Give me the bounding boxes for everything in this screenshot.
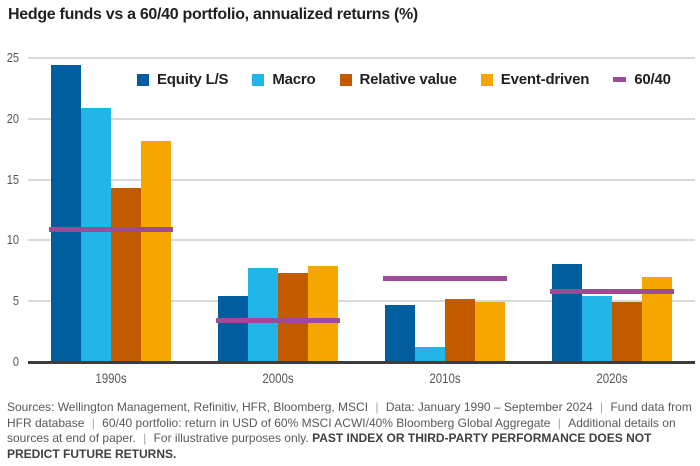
bar-relative-value [111, 188, 142, 362]
legend: Equity L/S Macro Relative value Event-drive… [137, 71, 671, 88]
legend-label: Equity L/S [157, 71, 229, 88]
legend-dash-icon [613, 77, 627, 82]
legend-item-relative-value: Relative value [339, 71, 457, 88]
footer-segment: 60/40 portfolio: return in USD of 60% MS… [102, 415, 551, 430]
bar-equity-l-s [51, 65, 82, 362]
x-axis-line [28, 361, 695, 364]
footer-notes: Sources: Wellington Management, Refiniti… [7, 400, 697, 462]
footer-separator: | [372, 400, 382, 414]
footer-segment: For illustrative purposes only. [153, 431, 309, 445]
legend-item-60-40: 60/40 [613, 71, 671, 88]
legend-label: Relative value [359, 71, 457, 88]
bar-relative-value [278, 273, 309, 362]
y-tick-label: 0 [12, 354, 19, 369]
legend-square-icon [137, 73, 149, 86]
sixty-forty-line-segment [49, 226, 174, 232]
legend-item-macro: Macro [252, 71, 316, 88]
gridline [28, 239, 695, 242]
legend-label: Macro [272, 71, 316, 88]
legend-item-event-driven: Event-driven [480, 71, 590, 88]
footer-segment: Sources: Wellington Management, Refiniti… [7, 400, 369, 414]
footer-separator: | [554, 415, 565, 430]
y-tick-label: 5 [12, 293, 19, 309]
footer-disclaimer: PAST INDEX OR THIRD-PARTY PERFORMANCE DO… [7, 431, 652, 461]
gridline [28, 178, 695, 181]
footer-segment: Additional details on sources at end of … [7, 415, 676, 446]
gridline [28, 300, 695, 303]
bar-group-1990s [49, 58, 174, 362]
bar-event-driven [141, 140, 172, 362]
bar-relative-value [611, 302, 642, 362]
gridline [28, 57, 695, 59]
bar-macro [248, 268, 279, 362]
bar-macro [81, 107, 112, 362]
chart-plot-area: 0 5 10 15 20 25 1990s 2000s 2010s 2020s [7, 50, 695, 386]
bar-event-driven [308, 265, 339, 362]
footer-separator: | [139, 431, 150, 445]
chart-title: Hedge funds vs a 60/40 portfolio, annual… [8, 6, 418, 23]
gridline [28, 117, 695, 120]
sixty-forty-line-segment [382, 275, 507, 281]
sixty-forty-line-segment [549, 288, 674, 294]
bar-group-2000s [216, 58, 341, 362]
legend-square-icon [252, 73, 265, 86]
bar-equity-l-s [218, 296, 249, 362]
footer-segment: Fund data from HFR database [7, 400, 692, 430]
x-axis-label-2010s: 2010s [429, 371, 461, 386]
legend-item-equity-l-s: Equity L/S [137, 71, 229, 88]
y-tick-label: 20 [6, 110, 19, 126]
footer-separator: | [596, 400, 607, 414]
footer-segment: Data: January 1990 – September 2024 [385, 400, 593, 414]
x-axis-label-1990s: 1990s [95, 371, 128, 386]
bar-macro [414, 347, 445, 362]
y-tick-label: 10 [6, 232, 19, 248]
y-tick-label: 15 [6, 171, 19, 187]
footer-separator: | [88, 415, 99, 430]
legend-label: Event-driven [500, 71, 590, 88]
legend-square-icon [339, 73, 352, 86]
x-axis-label-2000s: 2000s [262, 371, 294, 386]
bar-event-driven [474, 302, 505, 362]
legend-square-icon [480, 73, 493, 86]
legend-label: 60/40 [634, 71, 671, 88]
bar-group-2010s [382, 58, 507, 362]
y-tick-label: 25 [6, 50, 19, 65]
bar-relative-value [444, 298, 475, 362]
bar-group-2020s [549, 58, 674, 362]
x-axis-label-2020s: 2020s [595, 371, 628, 386]
bar-equity-l-s [384, 304, 415, 362]
bar-macro [581, 296, 612, 362]
bar-equity-l-s [551, 263, 582, 362]
sixty-forty-line-segment [216, 318, 341, 324]
